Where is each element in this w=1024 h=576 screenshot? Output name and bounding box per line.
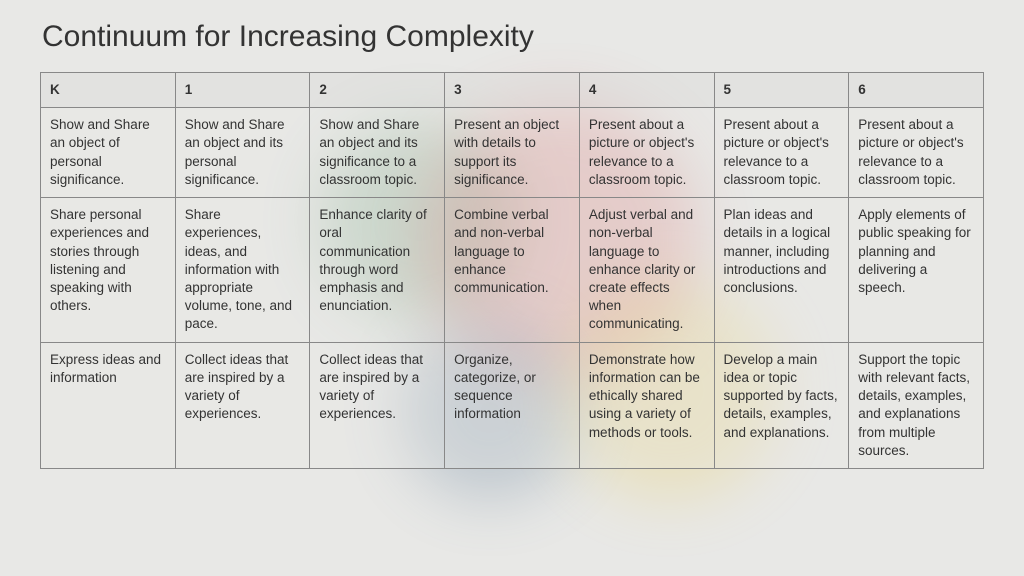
table-header-row: K 1 2 3 4 5 6	[41, 73, 984, 108]
table-row: Show and Share an object of personal sig…	[41, 108, 984, 198]
table-cell: Demonstrate how information can be ethic…	[579, 342, 714, 468]
table-cell: Organize, categorize, or sequence inform…	[445, 342, 580, 468]
table-cell: Collect ideas that are inspired by a var…	[175, 342, 310, 468]
table-cell: Present about a picture or object's rele…	[849, 108, 984, 198]
table-row: Express ideas and information Collect id…	[41, 342, 984, 468]
page-title: Continuum for Increasing Complexity	[42, 20, 984, 54]
table-cell: Share experiences, ideas, and informatio…	[175, 198, 310, 343]
table-cell: Collect ideas that are inspired by a var…	[310, 342, 445, 468]
table-cell: Present an object with details to suppor…	[445, 108, 580, 198]
col-header: 2	[310, 73, 445, 108]
col-header: 6	[849, 73, 984, 108]
table-cell: Present about a picture or object's rele…	[579, 108, 714, 198]
table-cell: Develop a main idea or topic supported b…	[714, 342, 849, 468]
table-cell: Show and Share an object of personal sig…	[41, 108, 176, 198]
table-cell: Share personal experiences and stories t…	[41, 198, 176, 343]
table-cell: Show and Share an object and its signifi…	[310, 108, 445, 198]
table-cell: Support the topic with relevant facts, d…	[849, 342, 984, 468]
table-cell: Combine verbal and non-verbal language t…	[445, 198, 580, 343]
table-cell: Adjust verbal and non-verbal language to…	[579, 198, 714, 343]
table-cell: Present about a picture or object's rele…	[714, 108, 849, 198]
col-header: 5	[714, 73, 849, 108]
table-cell: Express ideas and information	[41, 342, 176, 468]
complexity-table: K 1 2 3 4 5 6 Show and Share an object o…	[40, 72, 984, 469]
table-cell: Show and Share an object and its persona…	[175, 108, 310, 198]
col-header: 1	[175, 73, 310, 108]
col-header: K	[41, 73, 176, 108]
col-header: 3	[445, 73, 580, 108]
col-header: 4	[579, 73, 714, 108]
table-cell: Enhance clarity of oral communication th…	[310, 198, 445, 343]
table-row: Share personal experiences and stories t…	[41, 198, 984, 343]
table-cell: Apply elements of public speaking for pl…	[849, 198, 984, 343]
table-cell: Plan ideas and details in a logical mann…	[714, 198, 849, 343]
